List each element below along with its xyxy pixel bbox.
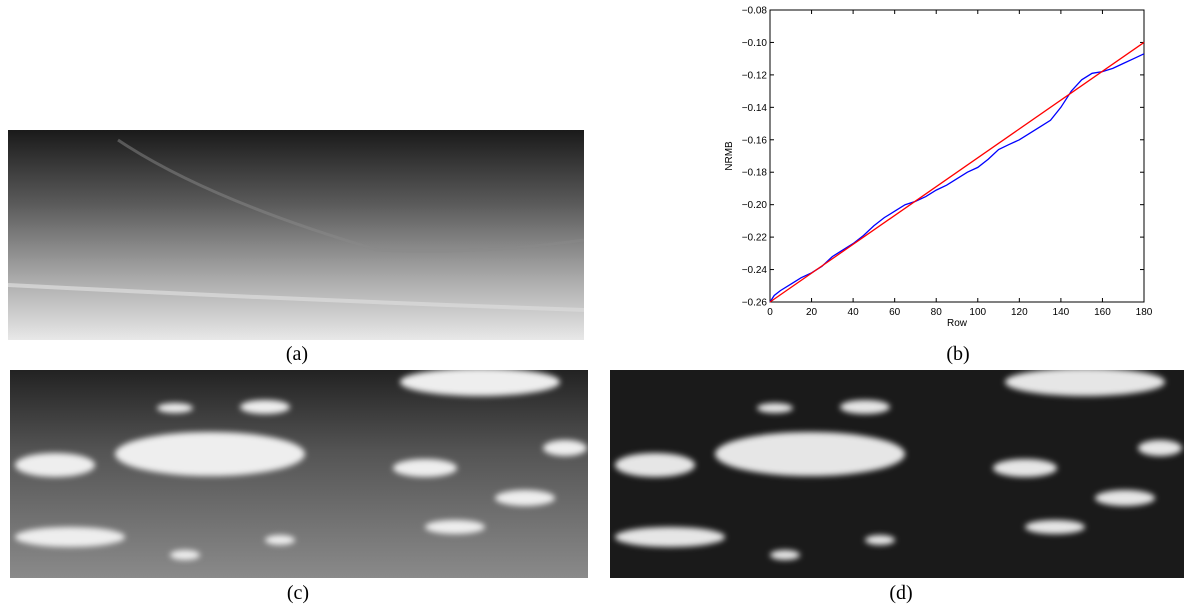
- x-tick-label: 40: [848, 307, 860, 318]
- panel-c-image: [10, 370, 588, 578]
- y-tick-label: −0.08: [742, 6, 768, 17]
- x-tick-label: 100: [969, 307, 986, 318]
- cloud-image-gray: [10, 370, 588, 578]
- y-tick-label: −0.22: [742, 233, 768, 244]
- y-tick-label: −0.10: [742, 38, 768, 49]
- panel-d-image: [610, 370, 1184, 578]
- series-line-1: [769, 41, 1145, 303]
- caption-d: (d): [889, 582, 913, 604]
- panel-b-chart: 0 20 40 60 80 100 120 140 160 180 −0.26 −0.24 −0.22 −…: [722, 2, 1162, 342]
- x-tick-label: 160: [1094, 307, 1111, 318]
- x-axis-label: Row: [947, 318, 968, 329]
- x-tick-label: 0: [767, 307, 773, 318]
- y-tick-label: −0.26: [742, 298, 768, 309]
- cloud-image-dark: [610, 370, 1184, 578]
- y-tick-label: −0.14: [742, 103, 768, 114]
- y-axis-label: NRMB: [724, 141, 735, 171]
- x-tick-label: 180: [1136, 307, 1153, 318]
- caption-b: (b): [946, 343, 970, 365]
- x-tick-label: 120: [1011, 307, 1028, 318]
- x-tick-label: 20: [806, 307, 818, 318]
- y-tick-label: −0.24: [742, 265, 768, 276]
- sky-gradient-image: [8, 130, 584, 340]
- y-tick-label: −0.18: [742, 168, 768, 179]
- x-tick-label: 60: [889, 307, 901, 318]
- x-tick-label: 80: [931, 307, 943, 318]
- panel-a-image: [8, 130, 584, 340]
- y-tick-label: −0.12: [742, 70, 768, 81]
- plot-frame: [769, 9, 1145, 303]
- x-tick-label: 140: [1053, 307, 1070, 318]
- y-tick-label: −0.20: [742, 200, 768, 211]
- nrmb-chart: 0 20 40 60 80 100 120 140 160 180 −0.26 −0.24 −0.22 −…: [724, 6, 1153, 330]
- caption-c: (c): [286, 582, 310, 604]
- y-tick-label: −0.16: [742, 135, 768, 146]
- caption-a: (a): [285, 343, 309, 365]
